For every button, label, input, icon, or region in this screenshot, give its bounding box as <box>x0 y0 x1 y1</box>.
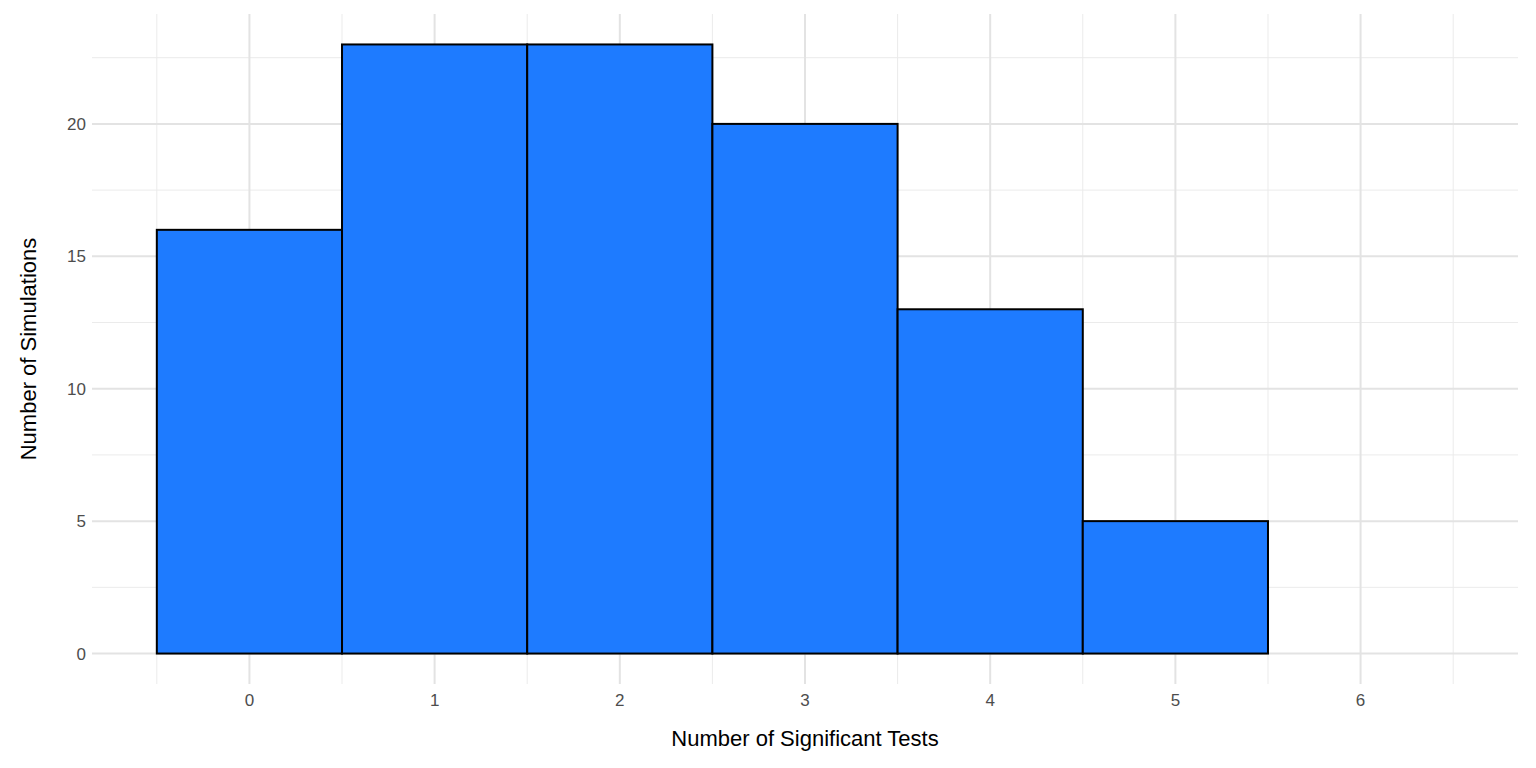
y-tick-label: 15 <box>67 247 86 266</box>
histogram-bar <box>898 309 1083 653</box>
y-tick-label: 10 <box>67 380 86 399</box>
histogram-bar <box>157 230 342 654</box>
histogram-bar <box>527 44 712 653</box>
histogram-bar <box>1268 653 1453 655</box>
y-axis-label: Number of Simulations <box>16 238 41 461</box>
chart-container: 0 1 2 3 4 5 6 0 5 10 15 20 Number of Significant Tes… <box>0 0 1536 768</box>
grid-line <box>1360 14 1362 684</box>
x-tick-label: 3 <box>800 691 809 710</box>
bars <box>157 44 1268 653</box>
y-tick-label: 20 <box>67 115 86 134</box>
x-tick-label: 5 <box>1171 691 1180 710</box>
x-tick-label: 1 <box>430 691 439 710</box>
x-tick-label: 4 <box>985 691 994 710</box>
y-tick-label: 0 <box>77 645 86 664</box>
x-tick-label: 2 <box>615 691 624 710</box>
histogram-bar <box>342 44 527 653</box>
x-tick-label: 6 <box>1356 691 1365 710</box>
histogram-bar <box>1083 521 1268 653</box>
x-axis-label: Number of Significant Tests <box>671 726 938 751</box>
x-tick-label: 0 <box>245 691 254 710</box>
chart-svg: 0 1 2 3 4 5 6 0 5 10 15 20 Number of Significant Tes… <box>0 0 1536 768</box>
histogram-bar <box>712 124 897 654</box>
y-tick-label: 5 <box>77 512 86 531</box>
minor-grid-line <box>1453 14 1454 684</box>
